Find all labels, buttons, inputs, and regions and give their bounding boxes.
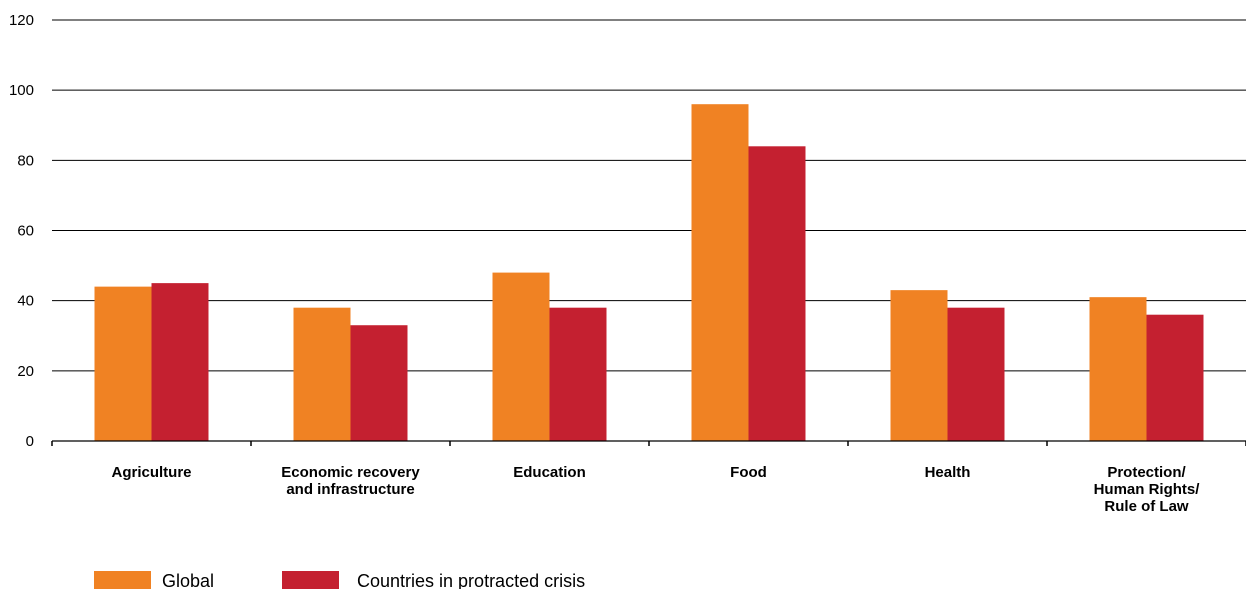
y-tick-label: 60: [17, 223, 34, 240]
category-label: Education: [513, 464, 586, 481]
bar-global: [492, 272, 550, 441]
bar-protracted-crisis: [1146, 314, 1204, 441]
category-label: Health: [925, 464, 971, 481]
y-tick-label: 40: [17, 293, 34, 310]
gridlines: [52, 19, 1246, 372]
bar-global: [293, 307, 351, 441]
legend-label: Countries in protracted crisis: [357, 571, 585, 589]
category-label: Human Rights/: [1094, 481, 1201, 498]
bar-protracted-crisis: [549, 307, 607, 441]
legend-swatch: [282, 571, 339, 589]
bar-protracted-crisis: [350, 325, 408, 441]
y-tick-label: 80: [17, 152, 34, 169]
category-label: Protection/: [1107, 464, 1186, 481]
bar-protracted-crisis: [748, 146, 806, 442]
y-tick-label: 100: [9, 82, 34, 99]
bar-global: [1089, 297, 1147, 441]
y-tick-label: 20: [17, 363, 34, 380]
category-label: Rule of Law: [1104, 498, 1189, 515]
bar-global: [94, 286, 152, 441]
bar-protracted-crisis: [151, 283, 209, 441]
bars: [94, 104, 1204, 442]
category-label: Agriculture: [111, 464, 191, 481]
category-label: Economic recovery: [281, 464, 420, 481]
y-axis-ticks: 0 20 40 60 80 100 120: [9, 12, 34, 450]
category-label: Food: [730, 464, 767, 481]
category-label: and infrastructure: [286, 481, 414, 498]
legend: Global Countries in protracted crisis: [94, 571, 585, 589]
bar-protracted-crisis: [947, 307, 1005, 441]
legend-swatch: [94, 571, 151, 589]
y-tick-label: 120: [9, 12, 34, 29]
y-tick-label: 0: [26, 433, 34, 450]
legend-label: Global: [162, 571, 214, 589]
bar-global: [890, 290, 948, 441]
bar-global: [691, 104, 749, 441]
